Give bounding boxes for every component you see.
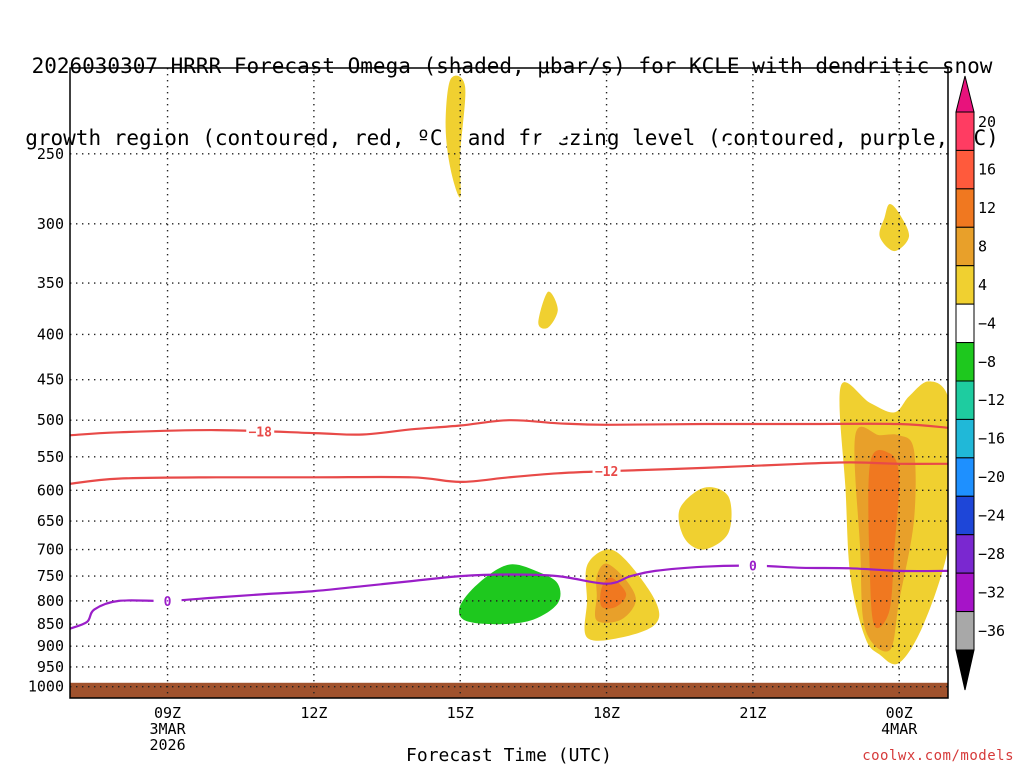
- y-tick-label: 400: [37, 325, 64, 343]
- chart-title-line1: 2026030307 HRRR Forecast Omega (shaded, …: [31, 54, 993, 78]
- colorbar-label: −36: [978, 622, 1005, 640]
- colorbar-label: 12: [978, 199, 996, 217]
- colorbar-label: −12: [978, 391, 1005, 409]
- colorbar-swatch: [955, 418, 975, 459]
- colorbar-swatch: [955, 226, 975, 267]
- chart-title: 2026030307 HRRR Forecast Omega (shaded, …: [0, 6, 1024, 174]
- colorbar-swatch: [955, 188, 975, 228]
- x-tick-label: 12Z: [300, 704, 327, 722]
- colorbar-swatch: [955, 457, 975, 497]
- y-tick-label: 250: [37, 145, 64, 163]
- omega-region-16: [868, 450, 900, 629]
- contour-label: −18: [248, 425, 272, 440]
- colorbar-swatch: [955, 303, 975, 344]
- site-credit[interactable]: coolwx.com/models: [862, 748, 1014, 764]
- colorbar-top-arrow: [955, 75, 975, 113]
- pressure-axis: 250 300 350 400 450 500 550 600 650 700 750 800 850 9…: [28, 145, 64, 696]
- omega-region-0: [212, 192, 285, 244]
- omega-region-9: [879, 204, 910, 252]
- y-tick-label: 600: [37, 481, 64, 499]
- x-axis-label: Forecast Time (UTC): [406, 745, 612, 766]
- contour-layer: −18 −12 0 0: [70, 419, 948, 630]
- grid-layer: [70, 68, 948, 698]
- colorbar-swatch: [955, 534, 975, 574]
- y-tick-label: 500: [37, 411, 64, 429]
- omega-region-7: [538, 291, 558, 329]
- contour-label: 0: [749, 560, 757, 575]
- x-tick-label: 09Z: [154, 704, 181, 722]
- omega-region-6: [742, 527, 841, 684]
- y-tick-label: 750: [37, 567, 64, 585]
- colorbar-swatch: [955, 342, 975, 382]
- x-tick-label: 18Z: [593, 704, 620, 722]
- omega-region-1: [489, 118, 583, 291]
- colorbar-label: −16: [978, 430, 1005, 448]
- y-tick-label: 300: [37, 215, 64, 233]
- y-tick-label: 350: [37, 274, 64, 292]
- omega-region-13: [678, 487, 732, 550]
- colorbar-label: −24: [978, 507, 1005, 525]
- colorbar-label: 8: [978, 238, 987, 256]
- contour-label: 0: [164, 595, 172, 610]
- colorbar-label: −32: [978, 583, 1005, 601]
- colorbar-swatch: [955, 380, 975, 420]
- colorbar-bottom-arrow: [955, 649, 975, 691]
- y-tick-label: 950: [37, 658, 64, 676]
- y-tick-label: 650: [37, 512, 64, 530]
- y-tick-label: 900: [37, 637, 64, 655]
- y-tick-label: 1000: [28, 678, 64, 696]
- y-tick-label: 850: [37, 615, 64, 633]
- omega-region-2: [686, 141, 763, 344]
- y-tick-label: 450: [37, 371, 64, 389]
- contour-label-bg: [592, 463, 621, 479]
- x-tick-label: 00Z: [886, 704, 913, 722]
- contour-dendritic-0: [70, 419, 948, 437]
- colorbar-swatch: [955, 265, 975, 305]
- x-tick-label: 15Z: [447, 704, 474, 722]
- contour-label-bg: [738, 557, 767, 573]
- y-tick-label: 550: [37, 448, 64, 466]
- colorbar-legend: 20 16 12 8 4 −4 −8 −12 −16 −20 −24 −28 −32 −36: [955, 75, 1005, 691]
- contour-label-bg: [153, 592, 182, 608]
- x-tick-date: 4MAR: [881, 720, 918, 738]
- x-tick-label: 21Z: [739, 704, 766, 722]
- colorbar-swatch: [955, 149, 975, 190]
- omega-region-3: [180, 586, 331, 650]
- contour-label-bg: [246, 423, 275, 439]
- contour-freezing-level: [70, 564, 948, 630]
- colorbar-swatch: [955, 111, 975, 151]
- colorbar-swatch: [955, 572, 975, 613]
- y-tick-label: 800: [37, 592, 64, 610]
- colorbar-label: −28: [978, 545, 1005, 563]
- contour-label: −12: [595, 465, 618, 480]
- colorbar-label: −4: [978, 314, 996, 332]
- colorbar-label: 4: [978, 276, 987, 294]
- omega-shading-layer: [70, 75, 948, 698]
- colorbar-label: −20: [978, 468, 1005, 486]
- omega-region-8: [445, 75, 466, 198]
- y-tick-label: 700: [37, 541, 64, 559]
- colorbar-swatch: [955, 611, 975, 651]
- chart-title-line2: growth region (contoured, red, ºC) and f…: [25, 126, 999, 150]
- contour-dendritic-1: [70, 461, 948, 485]
- plot-frame: [69, 67, 949, 699]
- ground-terrain: [70, 682, 948, 698]
- omega-region-5: [458, 564, 561, 625]
- colorbar-swatch: [955, 495, 975, 536]
- x-tick-date: 3MAR: [149, 720, 186, 738]
- colorbar-label: 20: [978, 113, 996, 131]
- colorbar-label: 16: [978, 161, 996, 179]
- colorbar-label: −8: [978, 353, 996, 371]
- x-tick-year: 2026: [149, 736, 185, 754]
